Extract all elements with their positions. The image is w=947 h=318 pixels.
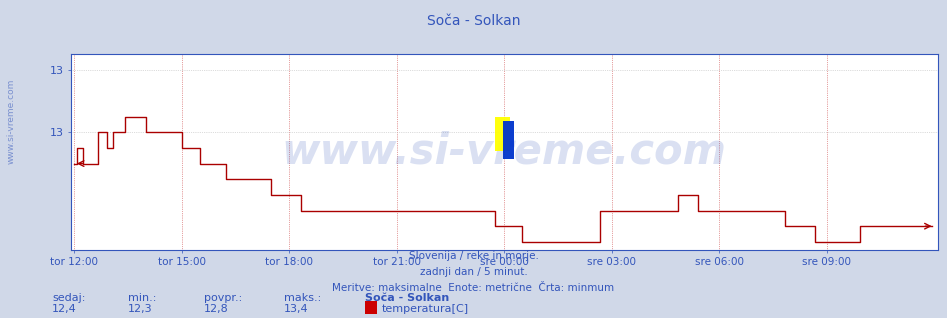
Text: maks.:: maks.: [284, 294, 321, 303]
Text: www.si-vreme.com: www.si-vreme.com [7, 78, 16, 163]
Text: 13,4: 13,4 [284, 304, 309, 314]
Text: Soča - Solkan: Soča - Solkan [365, 294, 449, 303]
Text: povpr.:: povpr.: [204, 294, 241, 303]
Text: 12,8: 12,8 [204, 304, 228, 314]
Text: sedaj:: sedaj: [52, 294, 85, 303]
Text: 12,3: 12,3 [128, 304, 152, 314]
Bar [495, 117, 509, 151]
Bar [504, 121, 514, 159]
Text: zadnji dan / 5 minut.: zadnji dan / 5 minut. [420, 267, 527, 277]
Text: Meritve: maksimalne  Enote: metrične  Črta: minmum: Meritve: maksimalne Enote: metrične Črta… [332, 283, 615, 293]
Text: min.:: min.: [128, 294, 156, 303]
Text: Soča - Solkan: Soča - Solkan [427, 14, 520, 28]
Text: www.si-vreme.com: www.si-vreme.com [282, 131, 726, 173]
Text: temperatura[C]: temperatura[C] [382, 304, 469, 314]
Text: Slovenija / reke in morje.: Slovenija / reke in morje. [408, 251, 539, 261]
Text: 12,4: 12,4 [52, 304, 77, 314]
